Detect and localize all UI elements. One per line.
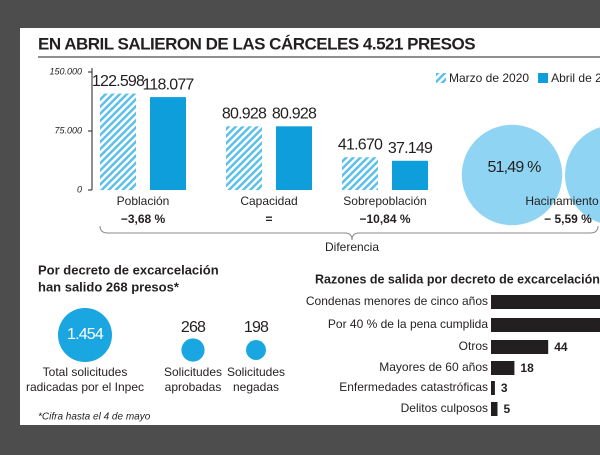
value-label: 118.077: [142, 76, 194, 93]
decree-title: han salido 268 presos*: [38, 279, 180, 294]
item-label: Solicitudes: [164, 365, 222, 379]
bubble: [461, 124, 563, 226]
bar: [342, 157, 378, 190]
value-label: 268: [181, 319, 206, 336]
decree-title: Por decreto de excarcelación: [38, 262, 219, 277]
difference-label: =: [265, 212, 272, 226]
bar: [491, 381, 495, 395]
category-label: Enfermedades catastróficas: [339, 380, 488, 394]
value-label: 41.670: [338, 136, 383, 153]
value-label: 3: [501, 381, 508, 395]
category-label: Delitos culposos: [401, 401, 488, 415]
legend-swatch: [538, 73, 549, 83]
category-label: Mayores de 60 años: [379, 360, 488, 374]
bar: [491, 340, 549, 354]
bubble: [58, 308, 112, 362]
title: EN ABRIL SALIERON DE LAS CÁRCELES 4.521 …: [38, 34, 475, 53]
item-label: Solicitudes: [227, 365, 285, 379]
category-label: Condenas menores de cinco años: [306, 294, 488, 308]
value-label: 51,49 %: [487, 159, 541, 176]
item-label: Total solicitudes: [43, 365, 128, 379]
footnote: *Cifra hasta el 4 de mayo: [38, 412, 151, 423]
difference-label: −3,68 %: [121, 212, 166, 226]
category-label: Por 40 % de la pena cumplida: [328, 317, 488, 331]
y-tick-label: 75.000: [54, 125, 82, 135]
value-label: 44: [554, 340, 568, 354]
value-label: 80.928: [222, 106, 267, 123]
value-label: 37.149: [388, 140, 433, 157]
value-label: 18: [520, 361, 534, 375]
value-label: 198: [244, 319, 269, 336]
item-label: radicadas por el Inpec: [26, 380, 144, 394]
bar: [491, 402, 498, 416]
item-label: negadas: [233, 380, 279, 394]
item-label: aprobadas: [165, 380, 222, 394]
difference-label: −10,84 %: [359, 212, 410, 226]
category-label: Población: [117, 194, 170, 208]
cropped-bubble: [565, 127, 600, 223]
category-label: Otros: [459, 339, 488, 353]
bubble: [246, 340, 266, 360]
category-label: Hacinamiento: [525, 194, 599, 208]
y-tick-label: 150.000: [49, 66, 82, 76]
bubble: [181, 338, 205, 362]
y-tick-label: 0: [77, 184, 82, 194]
bar: [392, 160, 428, 190]
chart-title: Razones de salida por decreto de excarce…: [315, 272, 600, 286]
value-label: 1.454: [67, 326, 104, 343]
value-label: 80.928: [272, 106, 317, 123]
bar: [491, 361, 515, 375]
bar: [491, 295, 600, 309]
category-label: Sobrepoblación: [343, 194, 426, 208]
bar: [226, 126, 262, 190]
difference-label: − 5,59 %: [544, 212, 592, 226]
value-label: 5: [504, 402, 511, 416]
difference-title: Diferencia: [325, 240, 379, 254]
legend-swatch: [436, 73, 446, 83]
legend-label: Marzo de 2020: [449, 71, 529, 85]
legend-label: Abril de 2020: [551, 71, 600, 85]
bar: [491, 318, 600, 332]
difference-brace: [99, 225, 599, 241]
bar: [276, 126, 312, 190]
bar: [150, 97, 186, 190]
bar: [100, 93, 136, 190]
value-label: 122.598: [92, 73, 145, 90]
category-label: Capacidad: [240, 194, 297, 208]
